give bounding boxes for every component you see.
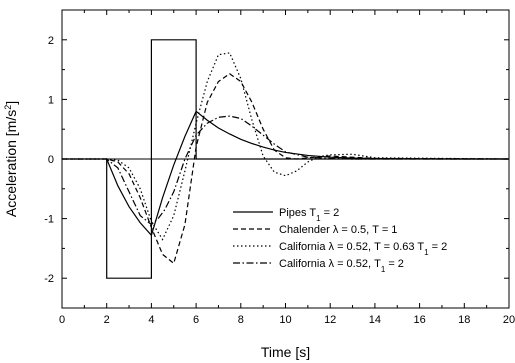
x-tick-label: 20 <box>503 314 515 326</box>
series-line-4 <box>62 115 509 226</box>
series-line-3 <box>62 52 510 241</box>
x-tick-label: 18 <box>458 314 470 326</box>
x-tick-label: 2 <box>104 314 110 326</box>
plot-area <box>61 9 510 309</box>
y-tick-label: 2 <box>48 35 54 47</box>
legend-entry: Chalender λ = 0.5, T = 1 <box>279 224 397 236</box>
x-tick-label: 14 <box>369 314 381 326</box>
series-line-1 <box>106 110 509 237</box>
x-tick-label: 6 <box>193 314 199 326</box>
y-tick-label: 1 <box>48 94 54 106</box>
legend-entry: California λ = 0.52, T1 = 2 <box>279 258 404 274</box>
x-tick-label: 16 <box>413 314 425 326</box>
x-axis-title: Time [s] <box>261 344 310 360</box>
y-axis-title: Acceleration [m/s2] <box>3 101 19 217</box>
y-tick-label: -2 <box>44 273 54 285</box>
x-tick-label: 10 <box>279 314 291 326</box>
series-line-0 <box>62 39 509 279</box>
y-tick-label: 0 <box>48 154 54 166</box>
y-tick-label: -1 <box>44 214 54 226</box>
x-tick-label: 12 <box>324 314 336 326</box>
x-tick-label: 8 <box>238 314 244 326</box>
legend-entry: California λ = 0.52, T = 0.63 T1 = 2 <box>279 241 447 257</box>
x-tick-label: 0 <box>59 314 65 326</box>
x-tick-label: 4 <box>148 314 154 326</box>
legend-entry: Pipes T1 = 2 <box>279 207 339 223</box>
